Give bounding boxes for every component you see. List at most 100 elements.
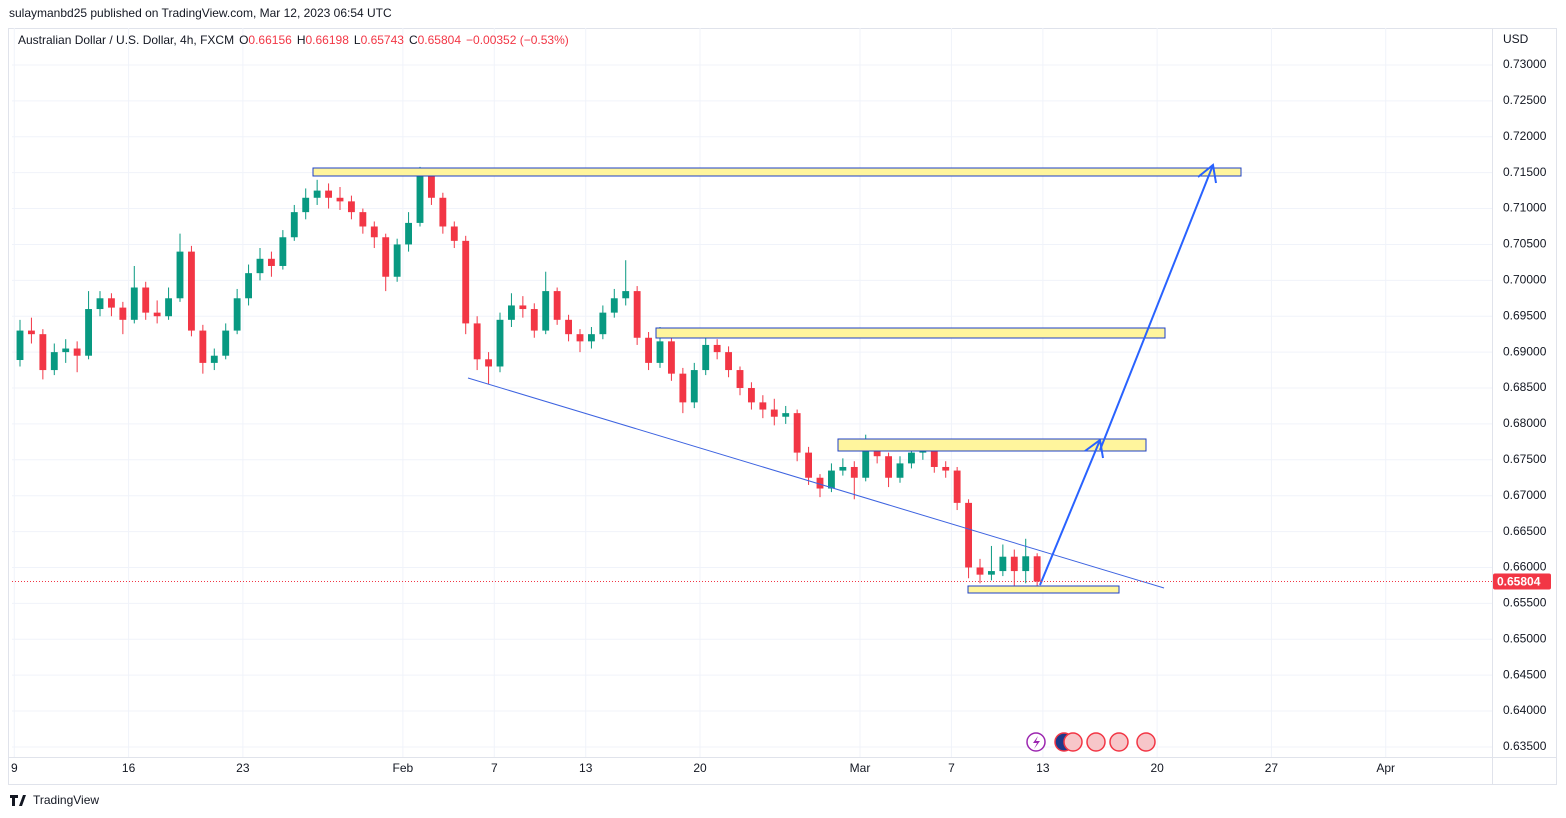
y-tick-label: 0.70000	[1503, 273, 1547, 287]
y-tick-label: 0.70500	[1503, 237, 1547, 251]
y-tick-label: 0.69000	[1503, 344, 1547, 358]
candle-body	[1033, 556, 1041, 582]
x-tick-label: Mar	[850, 761, 871, 775]
candle-body	[508, 305, 515, 320]
x-tick-label: 9	[11, 761, 18, 775]
x-tick-label: 20	[693, 761, 707, 775]
price-change: −0.00352 (−0.53%)	[466, 33, 569, 47]
ohlc-key: L	[354, 33, 361, 47]
candle-body	[679, 373, 687, 403]
ohlc-key: H	[297, 33, 306, 47]
y-tick-label: 0.72500	[1503, 93, 1547, 107]
support-zone	[967, 585, 1120, 594]
candle-body	[348, 201, 355, 213]
candle-body	[782, 413, 790, 417]
candle-body	[565, 319, 572, 335]
resistance-zone	[837, 438, 1147, 452]
y-tick-label: 0.71000	[1503, 201, 1547, 215]
candle-body	[622, 291, 630, 299]
last-price-box	[1493, 573, 1551, 590]
candle-body	[268, 258, 275, 266]
candle-body	[656, 341, 664, 363]
candle-body	[290, 212, 298, 238]
candle-body	[896, 463, 904, 478]
candle-body	[953, 470, 961, 503]
resistance-zone	[312, 167, 1242, 177]
last-price-label: 0.65804	[1497, 575, 1541, 589]
candle-body	[405, 222, 412, 245]
candle-body	[1010, 556, 1018, 572]
ohlc-value: 0.65804	[418, 33, 462, 47]
event-icon-bolt	[1033, 736, 1040, 749]
candle-body	[108, 298, 115, 308]
candle-body	[1022, 556, 1030, 572]
candle-body	[313, 190, 321, 198]
y-tick-label: 0.69500	[1503, 308, 1547, 322]
candle-body	[668, 341, 675, 374]
candle-body	[759, 402, 767, 410]
x-tick-label: 13	[579, 761, 593, 775]
candle-body	[942, 466, 950, 471]
arrow-head	[1084, 438, 1104, 459]
event-icon	[1109, 732, 1129, 752]
candle-body	[473, 323, 481, 360]
candle-body	[256, 258, 264, 274]
candle-body	[793, 413, 801, 453]
candle-body	[85, 309, 92, 356]
event-icon	[1063, 732, 1083, 752]
candle-body	[965, 502, 972, 568]
candle-body	[142, 287, 150, 313]
y-tick-label: 0.66500	[1503, 524, 1547, 538]
x-tick-label: Feb	[393, 761, 414, 775]
candle-body	[302, 197, 310, 213]
candle-body	[839, 466, 847, 471]
y-tick-label: 0.72000	[1503, 129, 1547, 143]
candle-body	[450, 226, 458, 241]
chart-frame	[8, 28, 1557, 785]
y-tick-label: 0.67500	[1503, 452, 1547, 466]
x-tick-label: 13	[1036, 761, 1050, 775]
event-icon	[1136, 732, 1156, 752]
y-tick-label: 0.68000	[1503, 416, 1547, 430]
y-tick-label: 0.65500	[1503, 596, 1547, 610]
candle-body	[748, 388, 755, 403]
candle-body	[999, 556, 1007, 572]
candle-body	[359, 212, 367, 227]
candle-body	[50, 352, 58, 371]
candle-body	[930, 449, 938, 467]
candle-body	[599, 312, 607, 335]
y-tick-label: 0.63500	[1503, 739, 1547, 753]
candle-body	[62, 348, 70, 353]
candle-body	[439, 197, 447, 227]
brand: TradingView	[33, 793, 99, 807]
ohlc-value: 0.66156	[248, 33, 292, 47]
candle-body	[850, 466, 858, 478]
candle-body	[382, 237, 390, 277]
candles	[16, 166, 1041, 586]
drawings	[312, 163, 1242, 594]
y-tick-label: 0.64500	[1503, 667, 1547, 681]
symbol-legend: Australian Dollar / U.S. Dollar, 4h, FXC…	[18, 33, 569, 47]
candle-body	[370, 226, 378, 238]
candle-body	[210, 355, 218, 363]
candle-body	[325, 190, 332, 198]
candle-body	[588, 334, 595, 342]
x-tick-label: Apr	[1376, 761, 1395, 775]
candle-body	[725, 352, 732, 371]
candle-body	[336, 197, 344, 202]
x-tick-label: 7	[491, 761, 498, 775]
candle-body	[828, 470, 835, 489]
projection-arrow	[1039, 439, 1101, 586]
candle-body	[73, 348, 81, 356]
event-icon	[1086, 732, 1106, 752]
candle-body	[702, 344, 710, 371]
y-tick-label: 0.65000	[1503, 631, 1547, 645]
candle-body	[28, 330, 35, 335]
candle-body	[279, 237, 287, 266]
y-tick-label: 0.68500	[1503, 380, 1547, 394]
candle-body	[462, 240, 470, 324]
x-tick-label: 27	[1265, 761, 1279, 775]
candle-body	[553, 291, 561, 320]
candle-body	[713, 344, 721, 353]
